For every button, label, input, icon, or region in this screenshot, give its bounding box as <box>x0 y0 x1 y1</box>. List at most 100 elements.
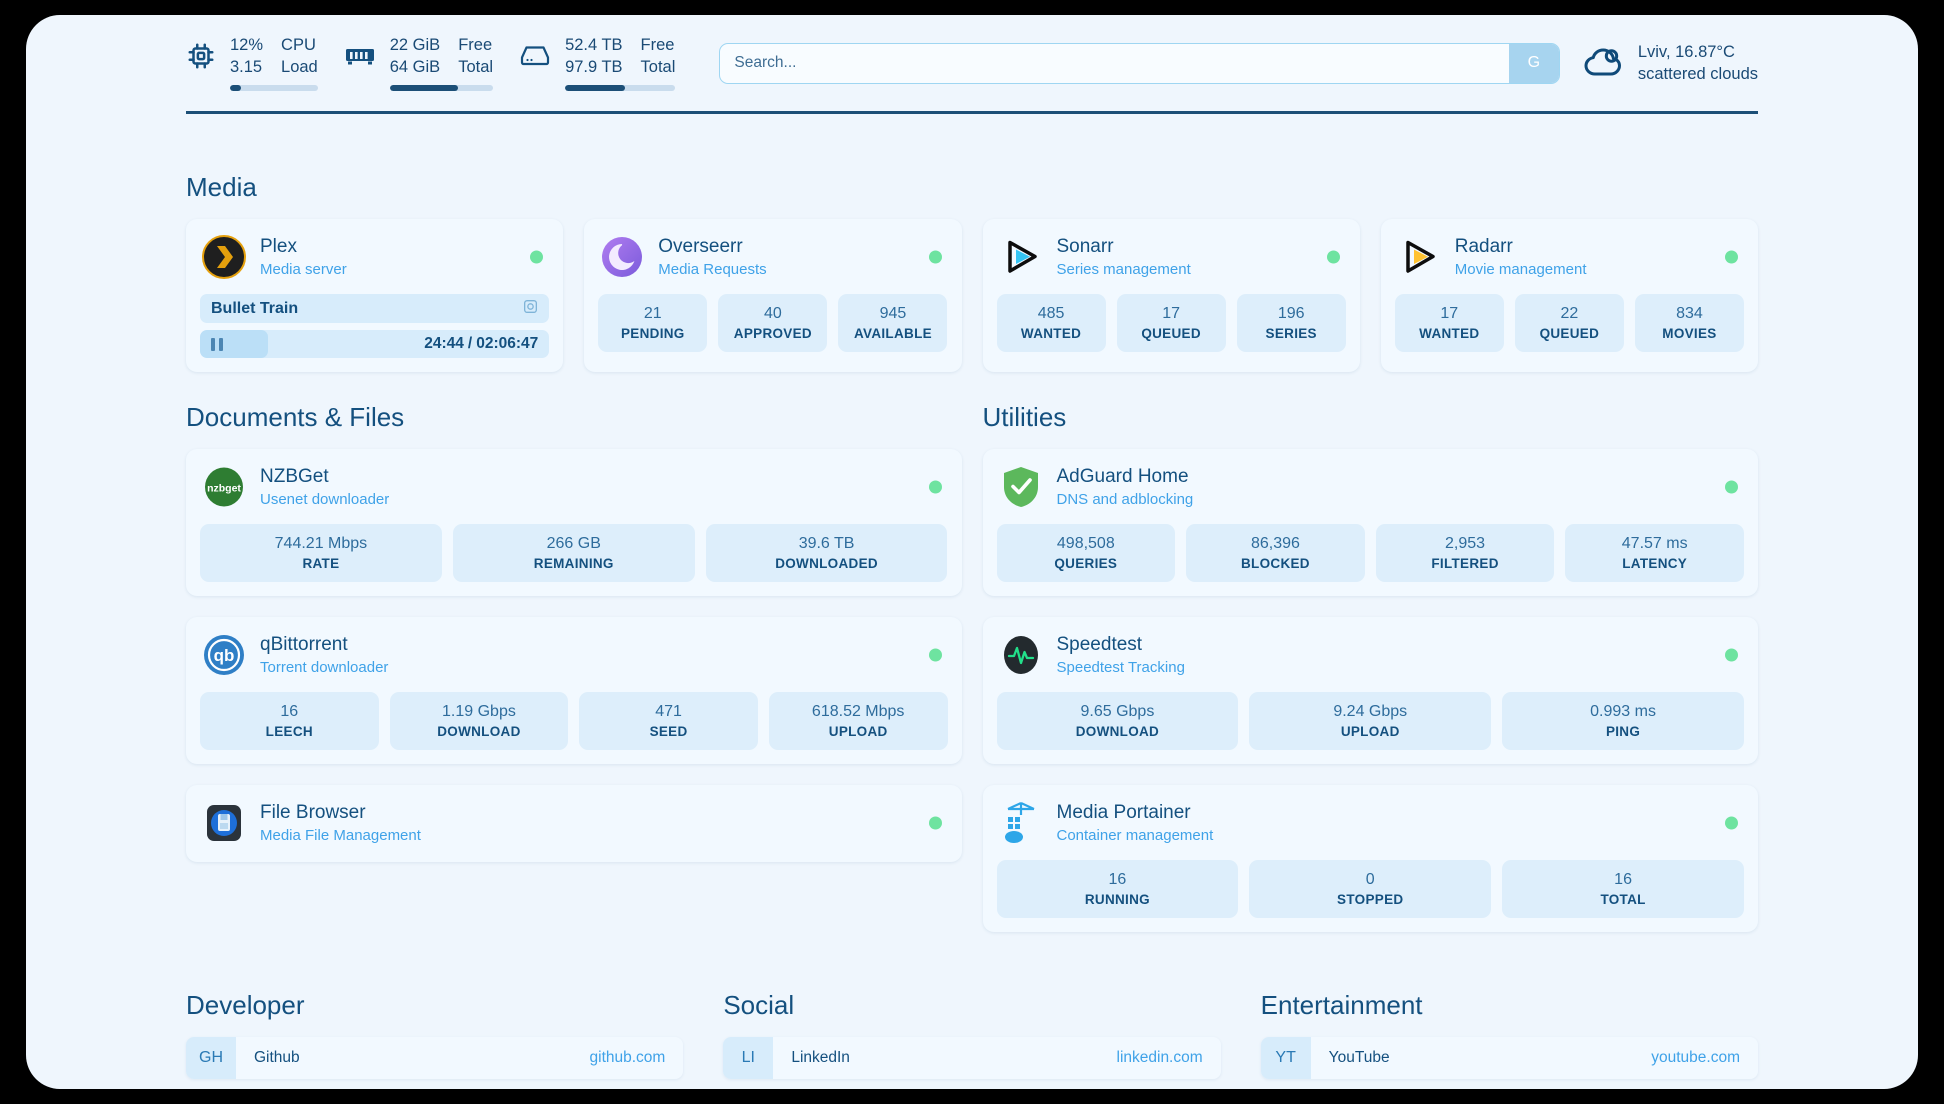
nzbget-icon: nzbget <box>202 465 246 509</box>
stat-tile[interactable]: 834 MOVIES <box>1634 294 1744 352</box>
stat-tile[interactable]: 16 LEECH <box>200 692 379 751</box>
service-card-file-browser[interactable]: File Browser Media File Management <box>186 785 962 863</box>
bookmark-url: github.com <box>589 1049 666 1067</box>
media-card-grid: Plex Media server Bullet Train 24:44/02:… <box>186 219 1758 373</box>
stat-tile[interactable]: 744.21 Mbps RATE <box>200 524 442 583</box>
stat-tile[interactable]: 498,508 QUERIES <box>996 524 1176 583</box>
stat-tile[interactable]: 16 TOTAL <box>1502 860 1744 919</box>
card-header: nzbget NZBGet Usenet downloader <box>200 462 948 512</box>
card-header: Sonarr Series management <box>997 232 1346 282</box>
bookmark-item[interactable]: GH Github github.com <box>186 1037 684 1080</box>
stat-tile-label: LEECH <box>265 723 313 739</box>
stat-tile[interactable]: 9.65 Gbps DOWNLOAD <box>996 692 1239 751</box>
card-subtitle: DNS and adblocking <box>1056 490 1194 508</box>
stat-tile-value: 39.6 TB <box>798 535 855 553</box>
service-card-plex[interactable]: Plex Media server Bullet Train 24:44/02:… <box>186 219 564 373</box>
qbittorrent-icon: qb <box>202 633 246 677</box>
service-card-adguard-home[interactable]: AdGuard Home DNS and adblocking 498,508 … <box>982 449 1758 597</box>
section-title-utilities: Utilities <box>982 402 1067 433</box>
cast-icon[interactable] <box>523 299 538 319</box>
status-badge <box>928 648 942 662</box>
bookmark-item[interactable]: LI LinkedIn linkedin.com <box>723 1037 1221 1080</box>
stat-tile[interactable]: 17 QUEUED <box>1116 294 1226 352</box>
stat-tile[interactable]: 0.993 ms PING <box>1502 692 1744 751</box>
card-stats-row: 498,508 QUERIES 86,396 BLOCKED 2,953 FIL… <box>996 524 1744 583</box>
card-title: Speedtest <box>1056 634 1143 656</box>
service-card-qbittorrent[interactable]: qb qBittorrent Torrent downloader 16 LEE… <box>186 617 962 765</box>
stat-tile[interactable]: 945 AVAILABLE <box>838 294 948 352</box>
radarr-icon <box>1397 235 1441 279</box>
stat-tile[interactable]: 0 STOPPED <box>1249 860 1492 919</box>
stat-progress-track <box>565 84 676 91</box>
bookmark-group-title: Developer <box>186 990 305 1021</box>
stat-value-bottom: 3.15 <box>230 57 263 76</box>
stat-tile-value: 22 <box>1560 305 1579 323</box>
stat-tile[interactable]: 618.52 Mbps UPLOAD <box>768 692 948 751</box>
stat-tile[interactable]: 2,953 FILTERED <box>1375 524 1555 583</box>
bookmark-group-social: Social LI LinkedIn linkedin.com TW Twitt… <box>723 990 1221 1089</box>
service-card-media-portainer[interactable]: Media Portainer Container management 16 … <box>982 785 1758 933</box>
stat-progress-track <box>389 84 494 91</box>
stat-tile-label: LATENCY <box>1622 555 1688 571</box>
stat-tile[interactable]: 21 PENDING <box>598 294 708 352</box>
stat-tile[interactable]: 40 APPROVED <box>718 294 828 352</box>
stat-tile[interactable]: 22 QUEUED <box>1514 294 1624 352</box>
search-input[interactable] <box>720 43 1509 83</box>
svg-text:qb: qb <box>214 646 235 665</box>
card-title: Media Portainer <box>1056 802 1191 824</box>
card-title: AdGuard Home <box>1056 466 1189 488</box>
stat-tile[interactable]: 86,396 BLOCKED <box>1186 524 1365 583</box>
media-section: Media Plex Media server Bullet Train 24:… <box>186 172 1758 373</box>
stat-tile[interactable]: 196 SERIES <box>1236 294 1346 352</box>
stat-progress-track <box>230 84 318 91</box>
search-submit-button[interactable]: G <box>1508 43 1559 83</box>
card-header: Speedtest Speedtest Tracking <box>997 630 1745 680</box>
playback-progress[interactable]: 24:44/02:06:47 <box>200 330 550 359</box>
documents-card-list: nzbget NZBGet Usenet downloader 744.21 M… <box>186 449 962 863</box>
stat-tile[interactable]: 1.19 Gbps DOWNLOAD <box>389 692 569 751</box>
card-subtitle: Speedtest Tracking <box>1056 658 1185 676</box>
stat-tile-value: 834 <box>1676 305 1703 323</box>
service-card-overseerr[interactable]: Overseerr Media Requests 21 PENDING 40 A… <box>584 219 962 373</box>
stat-tile[interactable]: 17 WANTED <box>1394 294 1504 352</box>
stat-column: 52.4 TB 97.9 TB <box>565 35 622 77</box>
stat-tile-label: STOPPED <box>1337 891 1404 907</box>
adguard-icon <box>999 465 1043 509</box>
stat-tile[interactable]: 266 GB REMAINING <box>452 524 695 583</box>
search-bar[interactable]: G <box>719 42 1560 84</box>
stat-tile[interactable]: 9.24 Gbps UPLOAD <box>1249 692 1492 751</box>
bookmark-item[interactable]: YT YouTube youtube.com <box>1260 1037 1758 1080</box>
card-stats-row: 16 RUNNING 0 STOPPED 16 TOTAL <box>996 860 1745 919</box>
stat-column: Free Total <box>458 35 493 77</box>
dashboard-window: 12% 3.15 CPU Load 22 GiB <box>26 15 1918 1089</box>
status-badge <box>530 250 544 264</box>
stat-tile-value: 1.19 Gbps <box>442 703 516 721</box>
stat-tile[interactable]: 39.6 TB DOWNLOADED <box>705 524 948 583</box>
now-playing-bar[interactable]: Bullet Train <box>200 294 550 324</box>
stat-tile-value: 196 <box>1277 305 1305 323</box>
pause-icon[interactable] <box>211 337 223 351</box>
stat-value-bottom: 64 GiB <box>389 57 441 76</box>
bookmark-name: Github <box>254 1049 300 1067</box>
card-stats-row: 21 PENDING 40 APPROVED 945 AVAILABLE <box>598 294 948 352</box>
bookmarks-section: Developer GH Github github.com SO StackO… <box>186 990 1758 1089</box>
service-card-speedtest[interactable]: Speedtest Speedtest Tracking 9.65 Gbps D… <box>982 617 1758 765</box>
card-title: Radarr <box>1454 236 1513 257</box>
card-subtitle: Movie management <box>1454 260 1587 278</box>
status-badge <box>1326 250 1340 264</box>
stat-column: 22 GiB 64 GiB <box>390 35 440 77</box>
bookmark-name: LinkedIn <box>791 1049 850 1067</box>
stat-tile[interactable]: 16 RUNNING <box>996 860 1239 919</box>
stat-tile-value: 17 <box>1162 305 1181 323</box>
stat-tile[interactable]: 47.57 ms LATENCY <box>1565 524 1744 583</box>
service-card-radarr[interactable]: Radarr Movie management 17 WANTED 22 QUE… <box>1380 219 1758 373</box>
memory-icon <box>344 35 376 74</box>
stat-tile[interactable]: 471 SEED <box>579 692 758 751</box>
stat-tile-value: 86,396 <box>1250 535 1300 553</box>
stat-tile-value: 17 <box>1440 305 1459 323</box>
overseerr-icon <box>600 235 644 279</box>
service-card-sonarr[interactable]: Sonarr Series management 485 WANTED 17 Q… <box>982 219 1360 373</box>
stat-tile[interactable]: 485 WANTED <box>996 294 1106 352</box>
service-card-nzbget[interactable]: nzbget NZBGet Usenet downloader 744.21 M… <box>186 449 962 597</box>
portainer-icon <box>999 801 1043 845</box>
